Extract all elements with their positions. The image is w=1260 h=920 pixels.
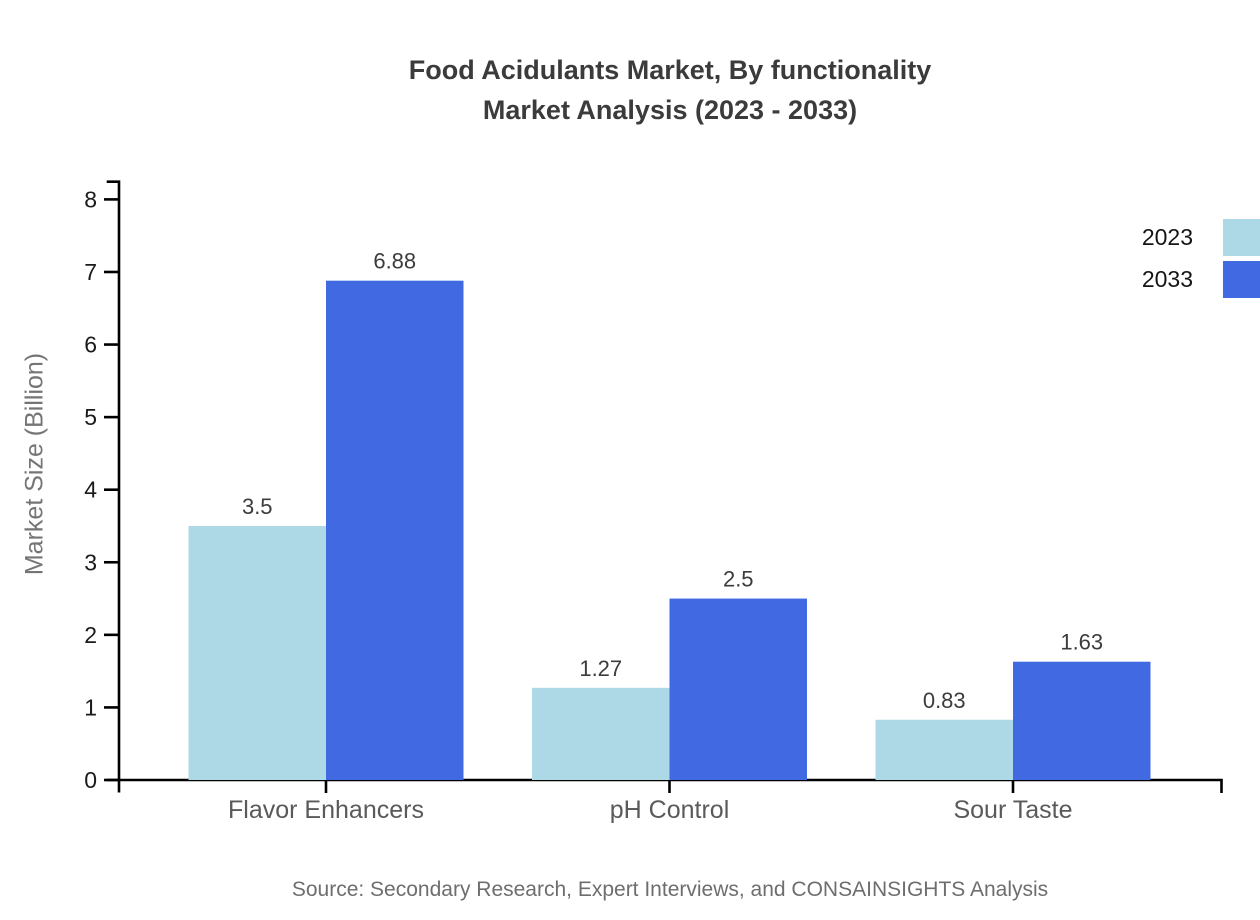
y-tick-label: 3: [84, 549, 97, 575]
chart-title-line2: Market Analysis (2023 - 2033): [482, 95, 858, 125]
bar-2033-sour-taste: [1013, 661, 1151, 780]
bar-value-label: 1.27: [579, 656, 622, 681]
legend-label: 2033: [1141, 266, 1193, 292]
legend-swatch-2023: [1223, 219, 1260, 256]
chart-title: Food Acidulants Market, By functionality…: [80, 50, 1260, 130]
bar-value-label: 3.5: [242, 494, 273, 519]
bar-2023-sour-taste: [875, 719, 1013, 780]
category-label: Sour Taste: [953, 796, 1072, 824]
bar-value-label: 6.88: [373, 249, 416, 274]
y-tick-label: 8: [84, 186, 97, 212]
y-axis-title: Market Size (Billion): [20, 352, 49, 576]
y-tick-label: 6: [84, 332, 97, 358]
bar-value-label: 0.83: [923, 688, 966, 713]
legend-swatch-2033: [1223, 261, 1260, 298]
category-label: pH Control: [610, 796, 730, 824]
legend-item: 2033: [1142, 261, 1260, 298]
y-tick-label: 4: [84, 477, 97, 503]
category-label: Flavor Enhancers: [228, 796, 424, 824]
legend: 2023 2033: [1142, 219, 1260, 298]
y-tick-label: 7: [84, 259, 97, 285]
bar-2023-flavor-enhancers: [188, 525, 326, 780]
y-tick-label: 0: [84, 767, 97, 793]
y-tick-label: 2: [84, 622, 97, 648]
y-tick-label: 5: [84, 404, 97, 430]
legend-item: 2023: [1142, 219, 1260, 256]
bar-2023-ph-control: [532, 687, 670, 780]
chart-title-line1: Food Acidulants Market, By functionality: [408, 55, 932, 85]
bar-2033-flavor-enhancers: [326, 280, 464, 780]
legend-label: 2023: [1141, 224, 1193, 250]
source-attribution: Source: Secondary Research, Expert Inter…: [291, 878, 1049, 901]
bar-value-label: 2.5: [723, 567, 754, 592]
x-axis: [106, 778, 1223, 793]
y-tick-label: 1: [84, 694, 97, 720]
y-axis: [106, 180, 121, 793]
bar-2033-ph-control: [669, 598, 807, 780]
bar-value-label: 1.63: [1060, 630, 1103, 655]
